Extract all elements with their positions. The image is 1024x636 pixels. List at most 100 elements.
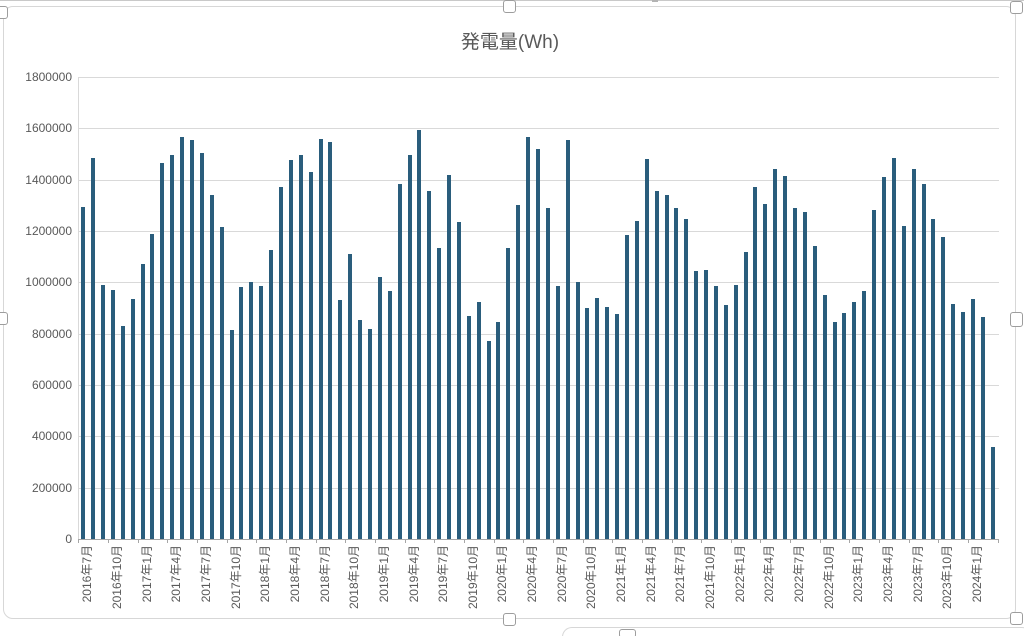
bar[interactable]: [961, 311, 966, 539]
bar[interactable]: [101, 284, 106, 539]
bar[interactable]: [318, 138, 323, 539]
bar[interactable]: [911, 169, 916, 539]
bar[interactable]: [338, 300, 343, 539]
bar[interactable]: [397, 183, 402, 539]
bar[interactable]: [308, 171, 313, 539]
resize-handle-bottom-right[interactable]: [1010, 612, 1023, 625]
chart-title[interactable]: 発電量(Wh): [460, 32, 560, 53]
bar[interactable]: [120, 325, 125, 539]
bar[interactable]: [91, 157, 96, 539]
bar[interactable]: [516, 205, 521, 539]
bar[interactable]: [427, 191, 432, 539]
bar[interactable]: [802, 211, 807, 539]
bar[interactable]: [872, 210, 877, 539]
bar[interactable]: [812, 246, 817, 539]
bar[interactable]: [921, 183, 926, 539]
bar[interactable]: [259, 286, 264, 539]
bar[interactable]: [891, 157, 896, 539]
bar[interactable]: [624, 234, 629, 539]
bar[interactable]: [150, 233, 155, 539]
bar[interactable]: [901, 225, 906, 539]
bar[interactable]: [990, 446, 995, 539]
bar[interactable]: [437, 247, 442, 539]
bar[interactable]: [298, 155, 303, 539]
resize-handle-top-middle[interactable]: [503, 0, 516, 13]
bar[interactable]: [190, 139, 195, 539]
bar[interactable]: [723, 305, 728, 539]
bar[interactable]: [970, 299, 975, 539]
bar[interactable]: [377, 277, 382, 539]
bar[interactable]: [170, 155, 175, 539]
bar[interactable]: [506, 247, 511, 539]
bar[interactable]: [387, 291, 392, 539]
bar[interactable]: [279, 187, 283, 539]
resize-handle-top-left[interactable]: [0, 6, 8, 19]
bar[interactable]: [219, 227, 224, 539]
bar[interactable]: [209, 195, 214, 539]
bar[interactable]: [931, 219, 936, 539]
bar[interactable]: [634, 220, 639, 539]
bar[interactable]: [367, 328, 372, 539]
bar[interactable]: [575, 282, 580, 539]
bar[interactable]: [713, 286, 718, 539]
bar[interactable]: [140, 264, 145, 539]
bar[interactable]: [328, 142, 333, 539]
bar[interactable]: [239, 287, 244, 539]
resize-handle-right-middle[interactable]: [1010, 312, 1023, 327]
bar[interactable]: [486, 341, 491, 539]
bar[interactable]: [249, 282, 254, 539]
bar[interactable]: [180, 137, 185, 539]
bar[interactable]: [704, 269, 709, 539]
bar[interactable]: [980, 316, 985, 539]
second-chart-handle[interactable]: [619, 629, 636, 636]
bar[interactable]: [348, 254, 353, 539]
resize-handle-left-middle[interactable]: [0, 312, 8, 325]
bar[interactable]: [615, 314, 620, 539]
bar[interactable]: [822, 295, 827, 539]
bar[interactable]: [417, 129, 422, 539]
bar[interactable]: [358, 319, 363, 539]
bar[interactable]: [536, 148, 540, 539]
bar[interactable]: [773, 169, 778, 539]
bar[interactable]: [595, 297, 600, 539]
resize-handle-top-right[interactable]: [1010, 1, 1023, 14]
bar[interactable]: [881, 177, 886, 539]
bar[interactable]: [941, 237, 946, 539]
bar[interactable]: [674, 207, 679, 539]
bar[interactable]: [160, 162, 165, 539]
bar[interactable]: [526, 137, 531, 539]
bar[interactable]: [199, 152, 204, 539]
bar[interactable]: [842, 313, 847, 539]
bar[interactable]: [753, 187, 758, 539]
bar[interactable]: [654, 191, 659, 539]
bar[interactable]: [694, 270, 699, 539]
bar[interactable]: [288, 160, 293, 539]
bar[interactable]: [852, 301, 857, 539]
bar[interactable]: [269, 250, 274, 539]
bar[interactable]: [466, 315, 471, 539]
bar[interactable]: [862, 291, 867, 539]
bar[interactable]: [555, 286, 560, 539]
bar[interactable]: [545, 207, 550, 539]
bar[interactable]: [664, 195, 669, 539]
bar[interactable]: [733, 284, 738, 539]
bar[interactable]: [793, 207, 798, 539]
bar[interactable]: [644, 159, 649, 539]
bar[interactable]: [110, 290, 115, 539]
bar[interactable]: [951, 304, 956, 539]
bar[interactable]: [496, 322, 501, 539]
resize-handle-bottom-middle[interactable]: [503, 613, 516, 626]
bar[interactable]: [407, 155, 412, 539]
bar[interactable]: [743, 251, 748, 539]
bar[interactable]: [130, 299, 135, 539]
bar[interactable]: [832, 322, 837, 539]
bar[interactable]: [81, 206, 86, 539]
bar[interactable]: [456, 222, 461, 539]
bar[interactable]: [229, 329, 234, 539]
bar[interactable]: [763, 204, 768, 539]
bar[interactable]: [783, 175, 788, 539]
bar[interactable]: [585, 308, 590, 539]
bar[interactable]: [447, 174, 452, 539]
bar[interactable]: [684, 219, 689, 539]
bar[interactable]: [476, 301, 481, 539]
